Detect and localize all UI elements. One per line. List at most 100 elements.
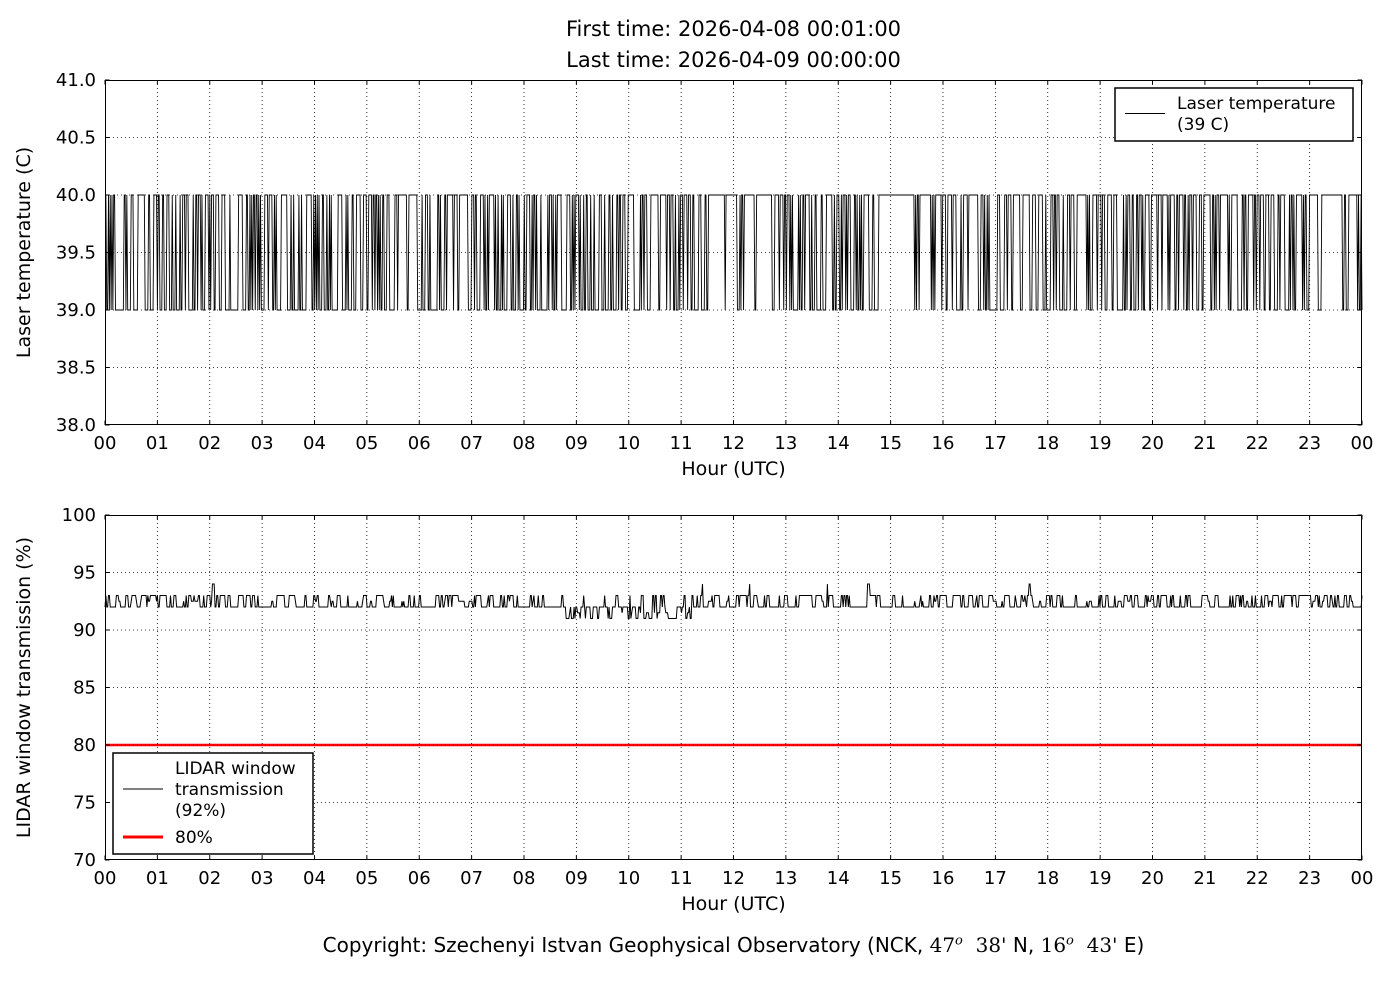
x-tick-label: 00 [1351,868,1374,889]
y-tick-label: 85 [73,678,96,699]
latitude-minutes: 38' [962,933,1007,957]
tick-labels: 00 01 02 03 04 05 06 07 08 09 10 11 12 13 14 15 16 17 18 19… [62,505,1374,889]
legend-label: transmission [175,780,284,800]
x-tick-label: 21 [1193,868,1216,889]
grid-lines [105,515,1362,860]
x-tick-label: 14 [827,433,850,454]
axes-frame [105,515,1362,860]
y-axis-label: Laser temperature (C) [13,147,35,358]
y-tick-label: 70 [73,850,96,871]
x-tick-label: 01 [146,868,169,889]
laser-temperature-series-line [105,194,1363,311]
title-last-time: Last time: 2026-04-09 00:00:00 [566,48,901,72]
copyright-line: Copyright: Szechenyi Istvan Geophysical … [105,933,1362,957]
x-tick-label: 22 [1246,433,1269,454]
y-tick-label: 95 [73,563,96,584]
x-tick-label: 17 [984,433,1007,454]
legend-label: Laser temperature [1177,94,1335,114]
x-tick-label: 15 [879,433,902,454]
x-tick-label: 01 [146,433,169,454]
tick-labels: 00 01 02 03 04 05 06 07 08 09 10 11 12 13 14 15 16 17 18 19… [56,70,1374,454]
x-tick-label: 05 [355,433,378,454]
x-tick-label: 02 [198,433,221,454]
x-tick-label: 04 [303,433,326,454]
legend-label: LIDAR window [175,759,296,779]
y-tick-label: 40.0 [56,185,96,206]
x-tick-label: 09 [565,433,588,454]
x-tick-label: 04 [303,868,326,889]
x-tick-label: 18 [1036,433,1059,454]
x-tick-label: 21 [1193,433,1216,454]
degree-symbol: o [955,933,963,949]
x-tick-label: 16 [932,868,955,889]
y-tick-label: 90 [73,620,96,641]
x-tick-label: 19 [1089,433,1112,454]
x-tick-label: 14 [827,868,850,889]
north-label: N, [1006,933,1041,957]
x-tick-label: 12 [722,433,745,454]
x-tick-label: 11 [670,433,693,454]
x-tick-label: 15 [879,868,902,889]
lidar-window-transmission-plot: 00 01 02 03 04 05 06 07 08 09 10 11 12 13 14 15 16 17 18 19… [13,505,1373,915]
legend: Laser temperature(39 C) [1114,87,1354,142]
x-tick-label: 10 [617,868,640,889]
y-tick-label: 41.0 [56,70,96,91]
x-tick-label: 06 [408,868,431,889]
x-tick-label: 09 [565,868,588,889]
x-tick-label: 13 [774,433,797,454]
x-tick-label: 07 [460,433,483,454]
longitude-minutes: 43' [1073,933,1118,957]
x-tick-label: 03 [251,433,274,454]
legend-label: 80% [175,828,213,848]
x-tick-label: 03 [251,868,274,889]
legend-box [1114,87,1354,142]
axes-frame [105,80,1362,425]
x-tick-label: 20 [1141,433,1164,454]
x-tick-label: 22 [1246,868,1269,889]
latitude-degrees: 47 [929,933,956,957]
y-tick-label: 38.5 [56,358,96,379]
x-tick-label: 08 [513,433,536,454]
copyright-text: Copyright: Szechenyi Istvan Geophysical … [322,933,930,957]
laser-temperature-plot: 00 01 02 03 04 05 06 07 08 09 10 11 12 13 14 15 16 17 18 19… [13,70,1373,480]
x-tick-label: 20 [1141,868,1164,889]
x-tick-label: 13 [774,868,797,889]
x-tick-label: 12 [722,868,745,889]
x-axis-label: Hour (UTC) [681,458,785,480]
x-tick-label: 10 [617,433,640,454]
lidar-window-transmission-series-line [104,583,1363,619]
x-tick-label: 05 [355,868,378,889]
y-tick-label: 39.0 [56,300,96,321]
x-tick-label: 17 [984,868,1007,889]
y-tick-label: 38.0 [56,415,96,436]
x-tick-label: 08 [513,868,536,889]
legend-label: (39 C) [1177,115,1229,135]
x-tick-label: 18 [1036,868,1059,889]
x-tick-label: 00 [94,433,117,454]
y-tick-label: 100 [62,505,96,526]
degree-symbol: o [1066,933,1074,949]
x-tick-label: 02 [198,868,221,889]
x-axis-label: Hour (UTC) [681,893,785,915]
y-tick-label: 39.5 [56,243,96,264]
longitude-degrees: 16 [1040,933,1067,957]
x-tick-label: 16 [932,433,955,454]
x-tick-label: 07 [460,868,483,889]
east-label: E) [1117,933,1145,957]
x-tick-label: 23 [1298,868,1321,889]
x-tick-label: 00 [94,868,117,889]
figure-title: First time: 2026-04-08 00:01:00 Last tim… [105,14,1362,76]
x-tick-label: 19 [1089,868,1112,889]
y-tick-label: 40.5 [56,128,96,149]
y-tick-label: 75 [73,793,96,814]
x-tick-label: 00 [1351,433,1374,454]
x-tick-label: 11 [670,868,693,889]
x-tick-label: 06 [408,433,431,454]
y-axis-label: LIDAR window transmission (%) [13,537,35,838]
title-first-time: First time: 2026-04-08 00:01:00 [565,17,902,41]
y-tick-label: 80 [73,735,96,756]
legend-label: (92%) [175,801,226,821]
